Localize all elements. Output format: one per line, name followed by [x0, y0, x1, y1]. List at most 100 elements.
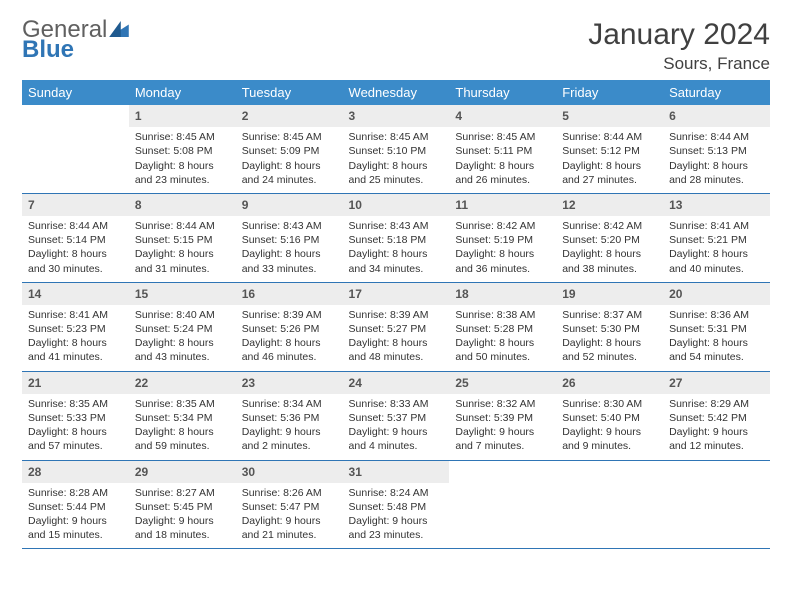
sunrise-text: Sunrise: 8:45 AM: [242, 130, 337, 144]
calendar-day-cell: 8Sunrise: 8:44 AMSunset: 5:15 PMDaylight…: [129, 193, 236, 282]
day-number: 30: [236, 461, 343, 483]
day-number: 19: [556, 283, 663, 305]
calendar-day-cell: [556, 460, 663, 549]
daylight-text-2: and 12 minutes.: [669, 439, 764, 453]
sunrise-text: Sunrise: 8:35 AM: [28, 397, 123, 411]
daylight-text-2: and 28 minutes.: [669, 173, 764, 187]
calendar-day-cell: [22, 105, 129, 193]
sunrise-text: Sunrise: 8:43 AM: [242, 219, 337, 233]
daylight-text-1: Daylight: 8 hours: [455, 159, 550, 173]
day-number: 5: [556, 105, 663, 127]
sunset-text: Sunset: 5:44 PM: [28, 500, 123, 514]
day-body: Sunrise: 8:30 AMSunset: 5:40 PMDaylight:…: [556, 394, 663, 460]
day-body: Sunrise: 8:44 AMSunset: 5:13 PMDaylight:…: [663, 127, 770, 193]
daylight-text-2: and 23 minutes.: [135, 173, 230, 187]
day-body: Sunrise: 8:24 AMSunset: 5:48 PMDaylight:…: [343, 483, 450, 549]
sunset-text: Sunset: 5:36 PM: [242, 411, 337, 425]
sunrise-text: Sunrise: 8:26 AM: [242, 486, 337, 500]
day-body: Sunrise: 8:45 AMSunset: 5:09 PMDaylight:…: [236, 127, 343, 193]
calendar-day-cell: 16Sunrise: 8:39 AMSunset: 5:26 PMDayligh…: [236, 282, 343, 371]
sunrise-text: Sunrise: 8:45 AM: [349, 130, 444, 144]
sunset-text: Sunset: 5:26 PM: [242, 322, 337, 336]
daylight-text-2: and 46 minutes.: [242, 350, 337, 364]
day-body: Sunrise: 8:29 AMSunset: 5:42 PMDaylight:…: [663, 394, 770, 460]
daylight-text-1: Daylight: 9 hours: [349, 425, 444, 439]
calendar-header-row: SundayMondayTuesdayWednesdayThursdayFrid…: [22, 80, 770, 105]
day-body: Sunrise: 8:36 AMSunset: 5:31 PMDaylight:…: [663, 305, 770, 371]
weekday-header: Monday: [129, 80, 236, 105]
sunrise-text: Sunrise: 8:41 AM: [669, 219, 764, 233]
daylight-text-1: Daylight: 8 hours: [669, 159, 764, 173]
calendar-day-cell: 30Sunrise: 8:26 AMSunset: 5:47 PMDayligh…: [236, 460, 343, 549]
sunset-text: Sunset: 5:40 PM: [562, 411, 657, 425]
calendar-day-cell: 22Sunrise: 8:35 AMSunset: 5:34 PMDayligh…: [129, 371, 236, 460]
sunrise-text: Sunrise: 8:42 AM: [455, 219, 550, 233]
daylight-text-2: and 33 minutes.: [242, 262, 337, 276]
sunrise-text: Sunrise: 8:36 AM: [669, 308, 764, 322]
day-body: Sunrise: 8:41 AMSunset: 5:21 PMDaylight:…: [663, 216, 770, 282]
daylight-text-1: Daylight: 8 hours: [28, 247, 123, 261]
sunset-text: Sunset: 5:23 PM: [28, 322, 123, 336]
day-number: 23: [236, 372, 343, 394]
daylight-text-1: Daylight: 8 hours: [349, 247, 444, 261]
day-body: Sunrise: 8:38 AMSunset: 5:28 PMDaylight:…: [449, 305, 556, 371]
page-title: January 2024: [588, 18, 770, 52]
sunset-text: Sunset: 5:42 PM: [669, 411, 764, 425]
day-number: 16: [236, 283, 343, 305]
sunrise-text: Sunrise: 8:44 AM: [562, 130, 657, 144]
sunset-text: Sunset: 5:19 PM: [455, 233, 550, 247]
calendar-day-cell: 25Sunrise: 8:32 AMSunset: 5:39 PMDayligh…: [449, 371, 556, 460]
sunrise-text: Sunrise: 8:44 AM: [669, 130, 764, 144]
day-number: 4: [449, 105, 556, 127]
daylight-text-2: and 50 minutes.: [455, 350, 550, 364]
daylight-text-1: Daylight: 8 hours: [669, 336, 764, 350]
sunset-text: Sunset: 5:27 PM: [349, 322, 444, 336]
day-body: Sunrise: 8:42 AMSunset: 5:19 PMDaylight:…: [449, 216, 556, 282]
sunrise-text: Sunrise: 8:34 AM: [242, 397, 337, 411]
weekday-header: Friday: [556, 80, 663, 105]
daylight-text-2: and 15 minutes.: [28, 528, 123, 542]
daylight-text-2: and 23 minutes.: [349, 528, 444, 542]
calendar-day-cell: 20Sunrise: 8:36 AMSunset: 5:31 PMDayligh…: [663, 282, 770, 371]
daylight-text-1: Daylight: 9 hours: [455, 425, 550, 439]
daylight-text-1: Daylight: 8 hours: [135, 247, 230, 261]
day-number: 8: [129, 194, 236, 216]
calendar-table: SundayMondayTuesdayWednesdayThursdayFrid…: [22, 80, 770, 549]
calendar-day-cell: 17Sunrise: 8:39 AMSunset: 5:27 PMDayligh…: [343, 282, 450, 371]
day-number: 1: [129, 105, 236, 127]
day-number: 22: [129, 372, 236, 394]
sunset-text: Sunset: 5:34 PM: [135, 411, 230, 425]
sunrise-text: Sunrise: 8:40 AM: [135, 308, 230, 322]
daylight-text-1: Daylight: 8 hours: [349, 159, 444, 173]
daylight-text-1: Daylight: 8 hours: [135, 159, 230, 173]
sunrise-text: Sunrise: 8:28 AM: [28, 486, 123, 500]
sunset-text: Sunset: 5:20 PM: [562, 233, 657, 247]
day-number: 3: [343, 105, 450, 127]
sunrise-text: Sunrise: 8:32 AM: [455, 397, 550, 411]
day-number: 29: [129, 461, 236, 483]
weekday-header: Thursday: [449, 80, 556, 105]
daylight-text-2: and 9 minutes.: [562, 439, 657, 453]
daylight-text-1: Daylight: 8 hours: [242, 336, 337, 350]
daylight-text-1: Daylight: 8 hours: [562, 247, 657, 261]
day-body: Sunrise: 8:39 AMSunset: 5:27 PMDaylight:…: [343, 305, 450, 371]
calendar-week-row: 1Sunrise: 8:45 AMSunset: 5:08 PMDaylight…: [22, 105, 770, 193]
logo-text-blue: Blue: [22, 38, 129, 62]
day-body: Sunrise: 8:35 AMSunset: 5:34 PMDaylight:…: [129, 394, 236, 460]
header: GeneralBlue January 2024 Sours, France: [22, 18, 770, 74]
sunset-text: Sunset: 5:37 PM: [349, 411, 444, 425]
daylight-text-1: Daylight: 9 hours: [135, 514, 230, 528]
daylight-text-1: Daylight: 9 hours: [28, 514, 123, 528]
day-body: Sunrise: 8:45 AMSunset: 5:10 PMDaylight:…: [343, 127, 450, 193]
weekday-header: Tuesday: [236, 80, 343, 105]
calendar-day-cell: 5Sunrise: 8:44 AMSunset: 5:12 PMDaylight…: [556, 105, 663, 193]
weekday-header: Saturday: [663, 80, 770, 105]
weekday-header: Sunday: [22, 80, 129, 105]
day-body: Sunrise: 8:37 AMSunset: 5:30 PMDaylight:…: [556, 305, 663, 371]
day-body: Sunrise: 8:28 AMSunset: 5:44 PMDaylight:…: [22, 483, 129, 549]
day-number: 14: [22, 283, 129, 305]
calendar-week-row: 14Sunrise: 8:41 AMSunset: 5:23 PMDayligh…: [22, 282, 770, 371]
calendar-day-cell: [449, 460, 556, 549]
daylight-text-1: Daylight: 9 hours: [242, 514, 337, 528]
daylight-text-1: Daylight: 9 hours: [349, 514, 444, 528]
